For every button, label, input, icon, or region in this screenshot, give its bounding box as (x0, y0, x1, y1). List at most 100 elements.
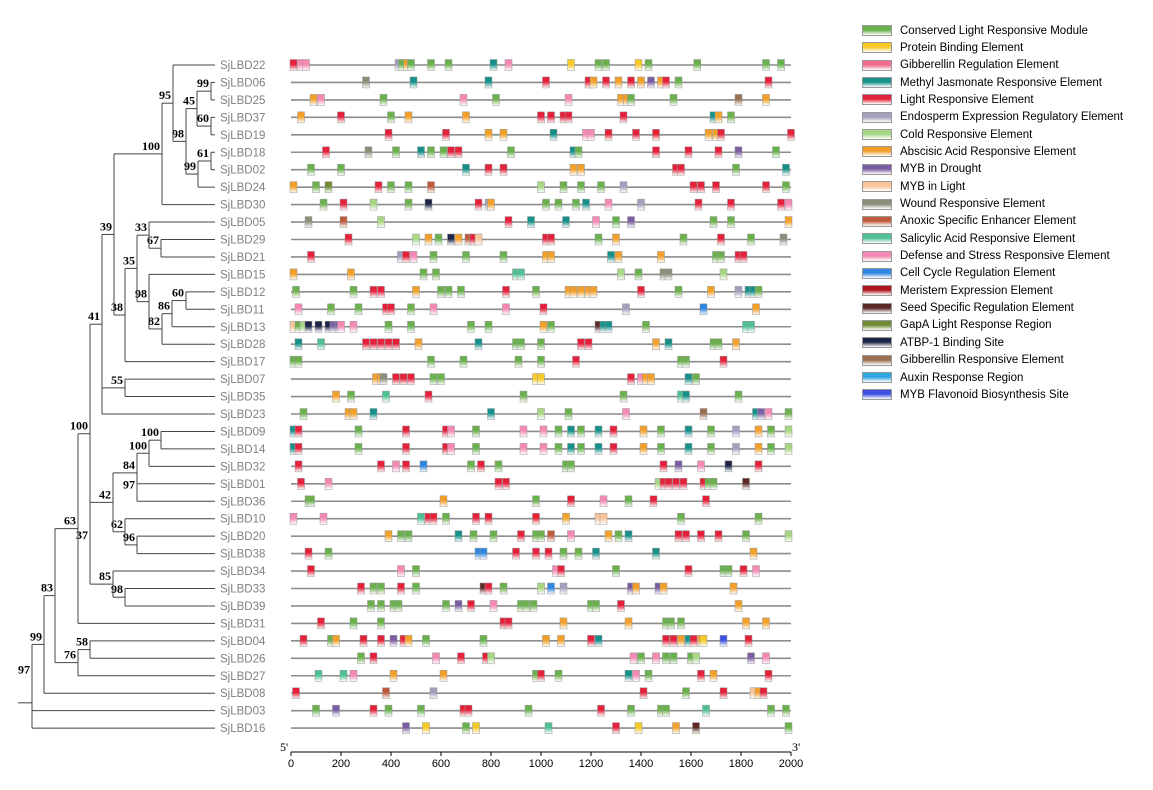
cis-element-box (559, 181, 568, 193)
cis-element-box (634, 59, 643, 71)
cis-element-box (412, 233, 420, 246)
cis-element-box (484, 512, 493, 525)
cis-element-box (307, 163, 315, 176)
cis-element-box (657, 443, 665, 455)
cis-element-box (292, 286, 300, 298)
cis-element-box (317, 94, 325, 106)
cis-element-box (484, 321, 493, 333)
gene-label: SjLBD14 (220, 444, 266, 456)
cis-element-box (392, 146, 400, 158)
cis-element-box (549, 129, 558, 141)
cis-element-box (742, 478, 750, 490)
cis-element-box (474, 338, 483, 350)
cis-element-box (522, 600, 530, 612)
cis-element-box (732, 443, 740, 455)
legend-label: GapA Light Response Region (900, 319, 1052, 332)
cis-element-box (647, 373, 655, 385)
cis-element-box (409, 251, 418, 263)
cis-element-box (652, 547, 660, 560)
bootstrap-value: 95 (159, 88, 171, 102)
legend-item: Salicylic Acid Responsive Element (862, 231, 1075, 246)
legend-swatch (862, 94, 892, 106)
axis-tick-label: 1400 (629, 758, 653, 770)
cis-element-box (674, 530, 683, 542)
cis-element-box (402, 722, 410, 734)
cis-element-box (594, 443, 603, 455)
cis-element-box (537, 582, 545, 595)
gene-label: SjLBD16 (220, 723, 265, 735)
gene-label: SjLBD17 (220, 357, 265, 369)
cis-element-box (684, 373, 693, 385)
legend-label: Abscisic Acid Responsive Element (900, 145, 1076, 158)
cis-element-box (447, 146, 455, 158)
legend-label: Endosperm Expression Regulatory Element (900, 111, 1124, 124)
cis-element-box (379, 373, 388, 385)
cis-element-box (627, 216, 635, 228)
cis-element-box (319, 512, 328, 525)
legend-swatch (862, 215, 892, 227)
cis-element-box (734, 94, 743, 106)
cis-element-box (367, 600, 375, 612)
cis-element-box (617, 94, 625, 106)
cis-element-box (537, 530, 545, 542)
cis-element-box (652, 146, 660, 158)
cis-element-box (292, 687, 300, 699)
cis-element-box (762, 617, 770, 630)
cis-element-box (577, 163, 585, 176)
cis-element-box (339, 198, 348, 211)
cis-element-box (622, 408, 630, 420)
cis-element-box (652, 652, 660, 665)
legend-item: Light Responsive Element (862, 92, 1034, 107)
cis-element-box (377, 216, 385, 228)
cis-element-box (424, 233, 433, 246)
cis-element-box (727, 111, 735, 124)
cis-element-box (784, 443, 793, 455)
cis-element-box (604, 321, 613, 333)
cis-element-box (502, 303, 510, 316)
cis-element-box (407, 373, 415, 385)
cis-element-box (499, 582, 508, 595)
bootstrap-value: 37 (76, 528, 88, 542)
cis-element-box (384, 129, 393, 141)
bootstrap-value: 99 (197, 76, 209, 90)
cis-element-box (622, 303, 630, 316)
cis-element-box (674, 460, 683, 473)
bootstrap-value: 35 (123, 253, 135, 267)
cis-element-box (754, 512, 763, 525)
bootstrap-value: 33 (135, 220, 147, 234)
cis-element-box (414, 338, 423, 350)
cis-element-box (337, 163, 345, 176)
cis-element-box (402, 425, 410, 438)
cis-element-box (389, 670, 398, 682)
cis-element-box (754, 443, 763, 455)
cis-element-box (504, 617, 513, 630)
legend-label: Gibberellin Responsive Element (900, 354, 1064, 367)
legend-item: ATBP-1 Binding Site (862, 335, 1004, 350)
cis-element-box (567, 59, 575, 71)
cis-element-box (607, 251, 615, 263)
cis-element-box (532, 495, 540, 507)
bootstrap-value: 99 (184, 159, 196, 173)
legend-swatch (862, 250, 892, 262)
cis-element-box (604, 129, 613, 141)
cis-element-box (417, 512, 425, 525)
cis-element-box (349, 286, 358, 298)
cis-element-box (747, 652, 755, 665)
cis-element-box (557, 635, 565, 647)
cis-element-box (462, 722, 470, 734)
gene-label: SjLBD19 (220, 130, 265, 142)
cis-element-box (422, 635, 430, 647)
cis-element-box (377, 460, 385, 473)
cis-element-box (639, 425, 648, 438)
cis-element-box (514, 355, 523, 368)
cis-element-box (489, 530, 498, 542)
cis-element-box (387, 111, 395, 124)
cis-element-box (664, 268, 673, 281)
gene-label: SjLBD35 (220, 392, 265, 404)
cis-element-box (339, 216, 348, 228)
cis-element-box (672, 722, 680, 734)
legend-item: Conserved Light Responsive Module (862, 23, 1088, 38)
cis-element-box (724, 565, 733, 577)
cis-element-box (614, 76, 623, 89)
cis-element-box (719, 268, 728, 281)
